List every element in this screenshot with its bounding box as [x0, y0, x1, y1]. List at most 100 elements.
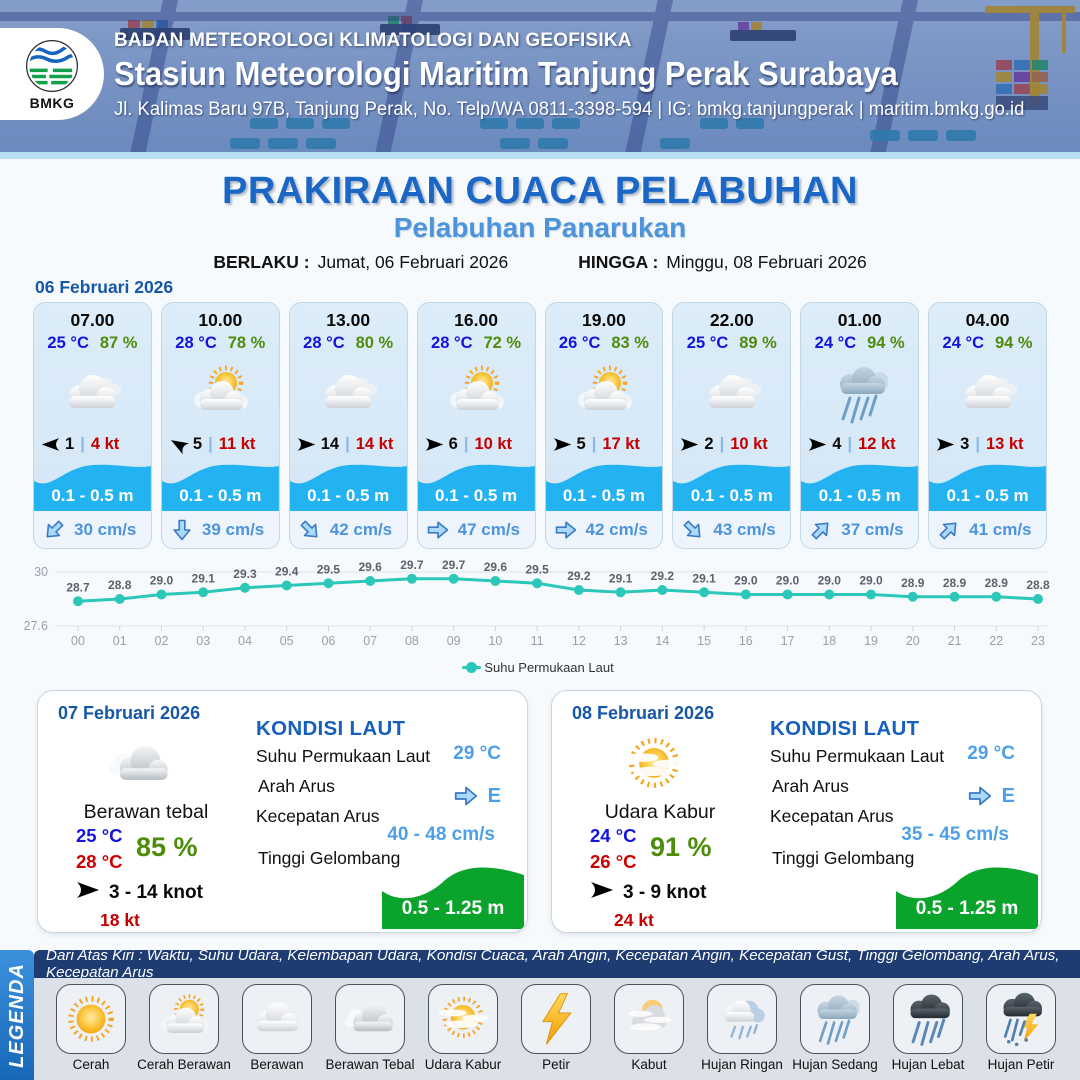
- card-time: 04.00: [965, 310, 1010, 330]
- daily-summary-card: 08 Februari 2026 Udara Kabur 24 °C 26 °C…: [551, 690, 1042, 933]
- berlaku-value: Jumat, 06 Februari 2026: [317, 252, 509, 272]
- wind-gust: 17 kt: [602, 435, 640, 453]
- svg-text:01: 01: [113, 634, 127, 648]
- svg-text:22: 22: [989, 634, 1003, 648]
- card-humidity: 94 %: [994, 334, 1033, 352]
- summary-condition: Udara Kabur: [604, 801, 716, 823]
- current-direction-label: Arah Arus: [772, 776, 849, 796]
- svg-text:03: 03: [196, 634, 210, 648]
- current-direction-value: E: [487, 784, 501, 807]
- wave-height-band: 0.1 - 0.5 m: [34, 459, 151, 511]
- wave-height-band: 0.1 - 0.5 m: [545, 459, 663, 511]
- weather-icon: [801, 353, 918, 435]
- sst-value: 29 °C: [967, 743, 1015, 764]
- svg-text:28.9: 28.9: [901, 576, 925, 590]
- wind-direction-icon: [166, 433, 190, 455]
- weather-icon: [673, 353, 790, 435]
- current-direction-icon: [453, 783, 479, 809]
- svg-text:17: 17: [781, 634, 795, 648]
- wave-height-band: 0.1 - 0.5 m: [161, 459, 279, 511]
- card-humidity: 94 %: [867, 334, 905, 352]
- port-illustration: [0, 0, 1080, 152]
- wave-height-label: Tinggi Gelombang: [258, 848, 401, 868]
- svg-text:06: 06: [321, 634, 335, 648]
- summary-weather-icon: [594, 731, 714, 799]
- wind-direction-icon: [553, 437, 572, 452]
- wave-height: 0.1 - 0.5 m: [818, 486, 901, 505]
- sst-label: Suhu Permukaan Laut: [770, 746, 945, 766]
- forecast-card: 07.00 25 °C 87 % 1 | 4 kt 0.1 - 0.5 m 30 cm…: [33, 302, 152, 549]
- current-speed-label: Kecepatan Arus: [256, 806, 380, 826]
- wind-speed: 5: [576, 435, 586, 453]
- current-speed: 47 cm/s: [457, 519, 521, 539]
- svg-text:23: 23: [1031, 634, 1045, 648]
- svg-text:29.5: 29.5: [525, 562, 549, 576]
- berlaku-label: BERLAKU :: [213, 252, 310, 272]
- header-divider: [0, 152, 1080, 159]
- weather-icon: [34, 353, 151, 435]
- svg-text:29.0: 29.0: [859, 574, 883, 588]
- header-banner: BADAN METEOROLOGI KLIMATOLOGI DAN GEOFIS…: [0, 0, 1080, 152]
- wave-height: 0.1 - 0.5 m: [307, 486, 390, 505]
- svg-text:29.2: 29.2: [567, 569, 591, 583]
- hourly-forecast-row: 07.00 25 °C 87 % 1 | 4 kt 0.1 - 0.5 m 30 cm…: [33, 302, 1047, 549]
- card-time: 22.00: [709, 310, 754, 330]
- wave-height: 0.1 - 0.5 m: [434, 486, 518, 505]
- svg-text:02: 02: [155, 634, 169, 648]
- daily-summary-card: 07 Februari 2026 Berawan tebal 25 °C 28 …: [37, 690, 528, 933]
- station-name: Stasiun Meteorologi Maritim Tanjung Pera…: [114, 55, 898, 92]
- svg-text:29.2: 29.2: [651, 569, 675, 583]
- forecast-card: 10.00 28 °C 78 % 5 | 11 kt 0.1 - 0.5 m 39 c…: [160, 302, 280, 549]
- summary-weather-icon: [80, 731, 200, 799]
- card-temp: 24 °C: [814, 334, 857, 352]
- card-temp: 25 °C: [47, 334, 89, 352]
- svg-text:15: 15: [697, 634, 711, 648]
- svg-text:10: 10: [488, 634, 502, 648]
- svg-text:29.7: 29.7: [442, 558, 466, 572]
- svg-text:18: 18: [822, 634, 836, 648]
- sst-value: 29 °C: [453, 743, 501, 764]
- current-direction-icon: [293, 513, 327, 547]
- wave-height-value: 0.5 - 1.25 m: [401, 898, 505, 919]
- svg-text:29.0: 29.0: [818, 574, 842, 588]
- current-speed-value: 40 - 48 cm/s: [387, 824, 495, 845]
- svg-text:19: 19: [864, 634, 878, 648]
- summary-wind-range: 3 - 9 knot: [623, 882, 707, 903]
- forecast-card: 22.00 25 °C 89 % 2 | 10 kt 0.1 - 0.5 m 43 c…: [672, 302, 792, 549]
- wind-gust: 10 kt: [474, 435, 513, 453]
- legend-item: Hujan Ringan: [697, 984, 787, 1080]
- legend-series-name: Suhu Permukaan Laut: [484, 660, 614, 675]
- wind-gust: 14 kt: [355, 435, 394, 453]
- hujan-lebat-icon: [900, 991, 956, 1047]
- wind-speed: 3: [960, 435, 970, 453]
- weather-icon: [162, 353, 279, 435]
- card-time: 13.00: [326, 310, 371, 330]
- current-direction-value: E: [1001, 784, 1015, 807]
- summary-temp-max: 28 °C: [76, 851, 123, 872]
- wind-speed: 4: [832, 435, 842, 453]
- bmkg-logo-icon: [24, 38, 80, 94]
- hingga: HINGGA : Minggu, 08 Februari 2026: [578, 252, 866, 273]
- wind-direction-icon: [808, 437, 827, 452]
- svg-text:28.7: 28.7: [66, 580, 90, 594]
- card-time: 10.00: [198, 310, 243, 330]
- wave-height-label: Tinggi Gelombang: [772, 848, 915, 868]
- forecast-card: 13.00 28 °C 80 % 14 | 14 kt 0.1 - 0.5 m 42 …: [288, 302, 408, 549]
- legend-sidebar: LEGENDA: [0, 950, 34, 1080]
- wave-height-band: 0.1 - 0.5 m: [289, 459, 407, 511]
- legend-items-row: Cerah Cerah Berawan Berawan Berawan Teba…: [34, 978, 1080, 1080]
- svg-text:14: 14: [655, 634, 669, 648]
- svg-text:29.1: 29.1: [692, 571, 716, 585]
- legend-item: Berawan: [232, 984, 322, 1080]
- summary-date: 07 Februari 2026: [58, 703, 201, 723]
- svg-text:04: 04: [238, 634, 252, 648]
- current-speed: 37 cm/s: [841, 519, 904, 539]
- svg-text:11: 11: [531, 634, 544, 648]
- current-speed: 30 cm/s: [74, 519, 137, 539]
- current-direction-icon: [967, 783, 993, 809]
- card-temp: 25 °C: [686, 334, 729, 352]
- svg-text:28.9: 28.9: [985, 576, 1009, 590]
- svg-text:29.0: 29.0: [776, 574, 800, 588]
- wave-height-band: 0.1 - 0.5 m: [929, 459, 1046, 511]
- svg-text:20: 20: [906, 634, 920, 648]
